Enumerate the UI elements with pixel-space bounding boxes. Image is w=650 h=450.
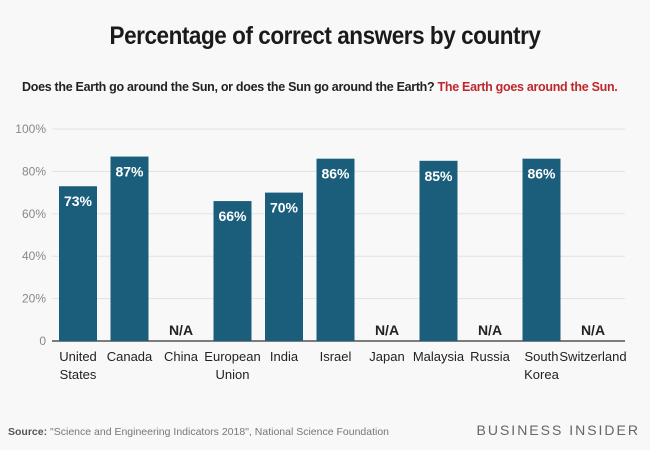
x-tick-label: South — [525, 349, 559, 364]
x-tick-label: European — [204, 349, 260, 364]
bar — [419, 160, 458, 341]
data-label: 70% — [270, 200, 299, 216]
bar — [265, 192, 303, 341]
data-label: 86% — [321, 166, 350, 182]
data-label-na: N/A — [478, 322, 502, 338]
brand-logo: BUSINESS INSIDER — [476, 422, 640, 438]
x-tick-label: Malaysia — [413, 349, 465, 364]
y-tick-label: 80% — [22, 164, 46, 178]
y-tick-label: 20% — [22, 292, 46, 306]
data-label-na: N/A — [375, 322, 399, 338]
x-tick-label: States — [60, 367, 97, 382]
y-tick-label: 100% — [15, 122, 46, 136]
x-tick-label: United — [59, 349, 97, 364]
x-tick-label: Switzerland — [559, 349, 626, 364]
x-tick-label: Russia — [470, 349, 511, 364]
subtitle-question: Does the Earth go around the Sun, or doe… — [22, 80, 435, 94]
data-label: 66% — [218, 208, 247, 224]
data-label: 73% — [64, 193, 93, 209]
subtitle-answer: The Earth goes around the Sun. — [437, 80, 618, 94]
bar — [522, 158, 561, 341]
source-label: Source: — [8, 426, 48, 438]
y-tick-label: 60% — [22, 207, 46, 221]
x-tick-label: Israel — [320, 349, 352, 364]
bar — [213, 201, 252, 341]
data-label-na: N/A — [169, 322, 193, 338]
x-tick-label: Korea — [524, 367, 559, 382]
x-tick-label: Union — [216, 367, 250, 382]
x-tick-label: India — [270, 349, 299, 364]
data-label: 85% — [424, 168, 453, 184]
x-tick-label: Japan — [369, 349, 404, 364]
data-label: 86% — [527, 166, 556, 182]
source-text: "Science and Engineering Indicators 2018… — [47, 426, 390, 438]
bar — [316, 158, 355, 341]
bar — [110, 156, 149, 341]
x-tick-label: Canada — [107, 349, 153, 364]
bar — [59, 186, 97, 341]
chart-title: Percentage of correct answers by country — [109, 22, 541, 50]
x-tick-label: China — [164, 349, 199, 364]
y-tick-label: 40% — [22, 249, 46, 263]
source-note: Source: "Science and Engineering Indicat… — [8, 426, 389, 438]
data-label-na: N/A — [581, 322, 605, 338]
chart-subtitle: Does the Earth go around the Sun, or doe… — [22, 80, 618, 94]
data-label: 87% — [115, 164, 144, 180]
y-tick-label: 0 — [39, 334, 46, 348]
